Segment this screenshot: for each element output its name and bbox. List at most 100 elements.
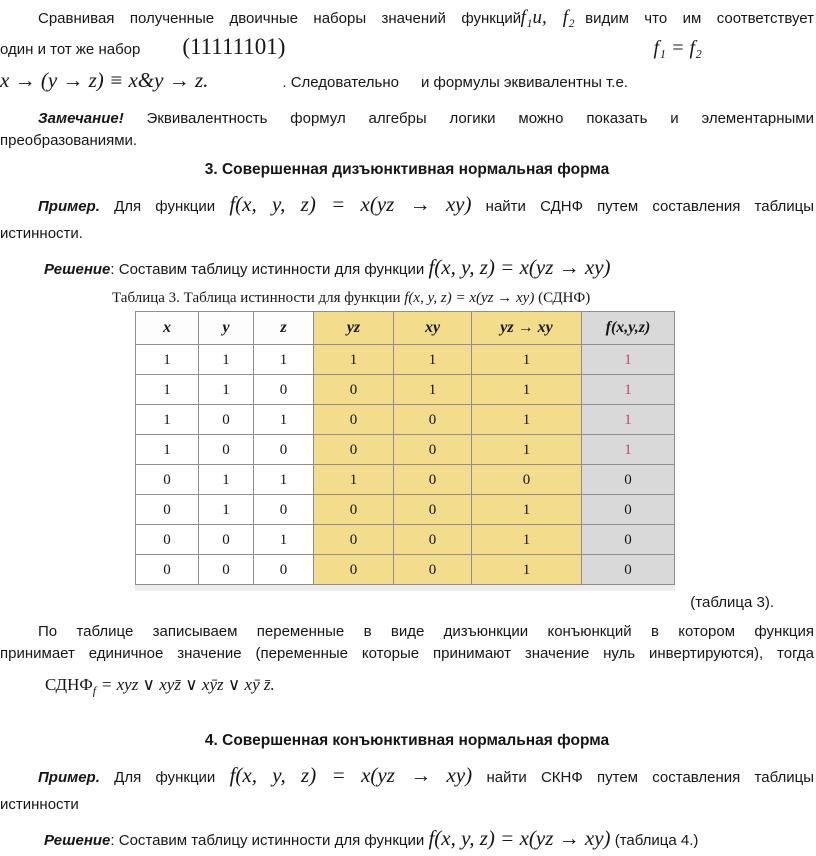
example3-pre: Для функции <box>114 198 216 215</box>
table-row: 1 1 1 1 1 1 1 <box>135 344 675 375</box>
remark-line2: преобразованиями. <box>0 132 138 149</box>
solution4-text: : Составим таблицу истинности для функци… <box>110 832 425 850</box>
cell-f: 1 <box>581 344 675 375</box>
sdnf-paragraph-line2: принимает единичное значение (переменные… <box>0 645 814 662</box>
header-f: f(x,y,z) <box>581 311 675 345</box>
table-reference-note: (таблица 3). <box>690 594 774 611</box>
solution4-lead: Решение <box>44 832 111 850</box>
cell-x: 0 <box>135 524 199 555</box>
table-row: 0 0 1 0 0 1 0 <box>135 524 675 555</box>
example4-pre: Для функции <box>114 769 216 787</box>
solution4-post: (таблица 4.) <box>614 832 699 850</box>
cell-z: 0 <box>253 494 314 525</box>
intro-line1: Сравнивая полученные двоичные наборы зна… <box>0 4 814 31</box>
cell-x: 1 <box>135 434 199 465</box>
example4-line1: Пример. Для функции f(x, y, z) = x(yz → … <box>0 759 814 794</box>
cell-y: 0 <box>198 404 254 435</box>
cell-xy: 0 <box>393 464 472 495</box>
cell-xy: 0 <box>393 554 472 585</box>
cell-y: 0 <box>198 554 254 585</box>
sdnf-formula: СДНФf = xyz ∨ xyz̄ ∨ xȳz ∨ xȳ z̄. <box>0 672 814 703</box>
example3-line1: Пример. Для функции f(x, y, z) = x(yz → … <box>0 188 814 223</box>
cell-yz: 1 <box>313 344 394 375</box>
cell-xy: 0 <box>393 524 472 555</box>
cell-f: 1 <box>581 434 675 465</box>
cell-f: 1 <box>581 404 675 435</box>
cell-xy: 0 <box>393 494 472 525</box>
table-row: 1 1 0 0 1 1 1 <box>135 374 675 405</box>
table-row: 1 0 1 0 0 1 1 <box>135 404 675 435</box>
binary-set-formula: (11111101) <box>182 34 286 59</box>
table-caption-formula: f(x, y, z) = x(yz → xy) <box>404 290 535 306</box>
f1-f2-inline-formula: f₁и, f₂ <box>520 7 575 28</box>
truth-table-block: Таблица 3. Таблица истинности для функци… <box>112 288 712 591</box>
remark-line1: Замечание! Эквивалентность формул алгебр… <box>0 108 814 130</box>
sdnf-body: = xyz ∨ xyz̄ ∨ xȳz ∨ xȳ z̄. <box>100 675 275 694</box>
remark-text: Эквивалентность формул алгебры логики мо… <box>146 110 815 127</box>
example4-lead: Пример. <box>38 769 100 787</box>
cell-z: 1 <box>253 344 314 375</box>
equivalence-formula: x → (y → z) ≡ x&y → z. <box>0 68 209 92</box>
cell-f: 0 <box>581 524 675 555</box>
equality-formula: f₁ = f₂ <box>653 37 702 59</box>
truth-table-header-row: x y z yz xy yz → xy f(x,y,z) <box>135 311 675 345</box>
cell-yz-impl-xy: 1 <box>471 404 582 435</box>
header-y: y <box>198 311 254 345</box>
cell-xy: 1 <box>393 374 472 405</box>
cell-x: 1 <box>135 344 199 375</box>
solution4-line: Решение: Составим таблицу истинности для… <box>0 823 814 856</box>
solution3-text: : Составим таблицу истинности для функци… <box>110 261 425 278</box>
cell-yz: 1 <box>313 464 394 495</box>
cell-y: 1 <box>198 494 254 525</box>
table-image-edge <box>135 585 675 591</box>
cell-f: 0 <box>581 554 675 585</box>
cell-z: 0 <box>253 434 314 465</box>
cell-z: 1 <box>253 464 314 495</box>
intro-line2-text: один и тот же набор <box>0 41 141 58</box>
cell-yz-impl-xy: 1 <box>471 434 582 465</box>
intro-text-after: видим что им соответствует <box>585 10 814 27</box>
truth-table-body: 1 1 1 1 1 1 1 1 1 0 0 1 1 1 1 0 1 0 0 1 … <box>135 344 675 585</box>
cell-yz: 0 <box>313 374 394 405</box>
table-row: 1 0 0 0 0 1 1 <box>135 434 675 465</box>
example4-line2: истинности <box>0 796 79 814</box>
cell-yz-impl-xy: 1 <box>471 374 582 405</box>
header-x: x <box>135 311 199 345</box>
cell-z: 0 <box>253 374 314 405</box>
cell-y: 1 <box>198 374 254 405</box>
solution3-line: Решение: Составим таблицу истинности для… <box>0 252 814 285</box>
example3-lead: Пример. <box>38 198 100 215</box>
cell-z: 1 <box>253 524 314 555</box>
cell-y: 1 <box>198 344 254 375</box>
intro-line3: x → (y → z) ≡ x&y → z. . Следовательно и… <box>0 69 814 97</box>
cell-yz: 0 <box>313 434 394 465</box>
cell-y: 1 <box>198 464 254 495</box>
section3-heading: 3. Совершенная дизъюнктивная нормальная … <box>204 161 610 178</box>
table-caption-post: (СДНФ) <box>538 290 591 306</box>
cell-x: 1 <box>135 374 199 405</box>
cell-y: 0 <box>198 434 254 465</box>
cell-f: 1 <box>581 374 675 405</box>
sdnf-subscript: f <box>92 683 97 698</box>
truth-table: x y z yz xy yz → xy f(x,y,z) 1 1 1 1 1 1… <box>135 311 675 585</box>
solution3-formula: f(x, y, z) = x(yz → xy) <box>428 255 611 279</box>
sdnf-name: СДНФ <box>45 675 93 694</box>
sdnf-paragraph-line1: По таблице записываем переменные в виде … <box>38 623 814 640</box>
solution3-lead: Решение <box>44 261 111 278</box>
intro-line3-text1: . Следовательно <box>282 74 399 91</box>
header-z: z <box>253 311 314 345</box>
intro-line3-text2: и формулы эквивалентны т.е. <box>420 74 628 91</box>
header-yz-impl-xy: yz → xy <box>471 311 582 345</box>
table-caption: Таблица 3. Таблица истинности для функци… <box>112 288 712 308</box>
header-xy: xy <box>393 311 472 345</box>
cell-f: 0 <box>581 494 675 525</box>
cell-yz-impl-xy: 0 <box>471 464 582 495</box>
cell-yz-impl-xy: 1 <box>471 494 582 525</box>
cell-yz-impl-xy: 1 <box>471 524 582 555</box>
example3-post: найти СДНФ путем составления таблицы <box>485 198 815 215</box>
solution4-formula: f(x, y, z) = x(yz → xy) <box>428 826 611 851</box>
cell-xy: 1 <box>393 344 472 375</box>
section4-heading: 4. Совершенная конъюнктивная нормальная … <box>204 732 610 750</box>
intro-text-before: Сравнивая полученные двоичные наборы зна… <box>38 10 522 27</box>
cell-x: 0 <box>135 494 199 525</box>
